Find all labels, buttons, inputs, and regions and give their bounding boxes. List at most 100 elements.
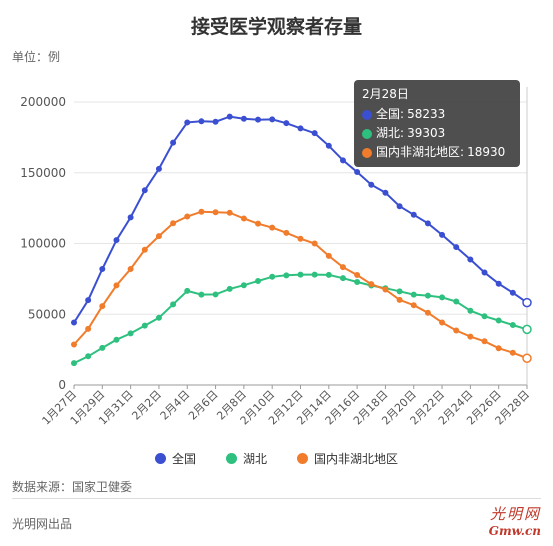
data-point xyxy=(509,289,516,296)
data-point xyxy=(184,287,191,294)
legend-label-hubei: 湖北 xyxy=(242,452,267,466)
data-point xyxy=(311,240,318,247)
data-point xyxy=(198,208,205,215)
x-tick-label: 2月6日 xyxy=(186,388,221,423)
logo-bottom-text: Gmw.cn xyxy=(488,524,541,538)
tooltip-value-hubei: 39303 xyxy=(407,126,446,140)
data-point xyxy=(325,271,332,278)
tooltip-name-non-hubei: 国内非湖北地区 xyxy=(376,145,461,159)
data-point xyxy=(368,181,375,188)
data-point xyxy=(283,272,290,279)
data-point xyxy=(170,220,177,227)
data-point xyxy=(522,297,532,308)
legend-dot-national xyxy=(154,453,166,464)
data-point xyxy=(269,273,276,280)
legend-dot-hubei xyxy=(225,453,237,464)
tooltip-dot-non-hubei xyxy=(362,147,372,158)
data-point xyxy=(509,322,516,329)
data-point xyxy=(297,125,304,132)
data-point xyxy=(522,353,532,363)
data-point xyxy=(113,282,120,289)
data-point xyxy=(99,344,106,351)
data-point xyxy=(453,327,460,334)
y-tick-label: 50000 xyxy=(28,307,66,321)
data-point xyxy=(255,116,262,123)
data-point xyxy=(212,118,219,125)
data-point xyxy=(155,314,162,321)
tooltip-row-national: 全国: 58233 xyxy=(362,105,512,124)
data-point xyxy=(339,157,346,164)
data-point xyxy=(297,235,304,242)
chart-title: 接受医学观察者存量 xyxy=(190,16,362,38)
publisher-label: 光明网出品 xyxy=(12,517,73,531)
data-point xyxy=(212,209,219,216)
data-point xyxy=(283,229,290,236)
data-point xyxy=(354,278,361,285)
data-point xyxy=(127,266,134,273)
data-point xyxy=(495,345,502,352)
data-point xyxy=(99,303,106,310)
data-point xyxy=(495,280,502,287)
data-point xyxy=(439,319,446,326)
data-point xyxy=(467,333,474,340)
data-point xyxy=(255,277,262,284)
data-point xyxy=(382,286,389,293)
data-point xyxy=(396,288,403,295)
data-point xyxy=(339,264,346,271)
legend-label-national: 全国 xyxy=(171,452,196,466)
tooltip-name-hubei: 湖北 xyxy=(376,126,401,140)
data-point xyxy=(127,330,134,337)
data-point xyxy=(354,271,361,278)
data-point xyxy=(198,291,205,298)
data-point xyxy=(85,297,92,304)
tooltip-value-non-hubei: 18930 xyxy=(467,145,506,159)
data-point xyxy=(354,168,361,175)
data-point xyxy=(339,275,346,282)
tooltip-row-non-hubei: 国内非湖北地区: 18930 xyxy=(362,143,512,162)
data-point xyxy=(424,220,431,227)
legend-label-non-hubei: 国内非湖北地区 xyxy=(314,452,399,466)
divider xyxy=(12,498,541,499)
data-point xyxy=(509,349,516,356)
data-point xyxy=(311,130,318,137)
legend-item-non-hubei[interactable]: 国内非湖北地区 xyxy=(297,450,398,467)
data-point xyxy=(453,244,460,251)
legend: 全国 湖北 国内非湖北地区 xyxy=(0,450,553,467)
data-point xyxy=(155,233,162,240)
data-point xyxy=(481,338,488,345)
data-point xyxy=(113,237,120,244)
data-point xyxy=(481,313,488,320)
data-point xyxy=(71,319,77,326)
legend-item-national[interactable]: 全国 xyxy=(154,450,196,467)
data-point xyxy=(453,298,460,305)
data-point xyxy=(325,252,332,259)
data-point xyxy=(467,307,474,314)
data-point xyxy=(141,187,148,194)
data-point xyxy=(269,224,276,231)
series-line-1 xyxy=(73,273,528,365)
data-point xyxy=(141,246,148,253)
tooltip-date: 2月28日 xyxy=(362,87,409,101)
data-point xyxy=(481,269,488,276)
data-point xyxy=(226,113,233,120)
data-point xyxy=(311,271,318,278)
tooltip-name-national: 全国 xyxy=(376,107,401,121)
data-point xyxy=(170,139,177,146)
data-point xyxy=(240,115,247,122)
legend-dot-non-hubei xyxy=(297,453,308,464)
y-tick-label: 100000 xyxy=(20,237,66,251)
data-point xyxy=(212,291,219,298)
logo-top-text: 光明网 xyxy=(489,505,541,523)
data-point xyxy=(424,292,431,299)
y-tick-label: 200000 xyxy=(20,95,66,109)
tooltip: 2月28日 全国: 58233 湖北: 39303 国内非湖北地区: 18930 xyxy=(354,80,520,167)
data-point xyxy=(297,271,304,278)
series-line-2 xyxy=(73,210,528,360)
legend-item-hubei[interactable]: 湖北 xyxy=(225,450,267,467)
data-point xyxy=(85,325,92,332)
tooltip-dot-hubei xyxy=(362,128,372,139)
x-tick-label: 2月4日 xyxy=(158,388,193,423)
data-point xyxy=(226,209,233,216)
data-point xyxy=(127,214,134,221)
gmw-logo: 光明网 Gmw.cn xyxy=(489,503,541,538)
